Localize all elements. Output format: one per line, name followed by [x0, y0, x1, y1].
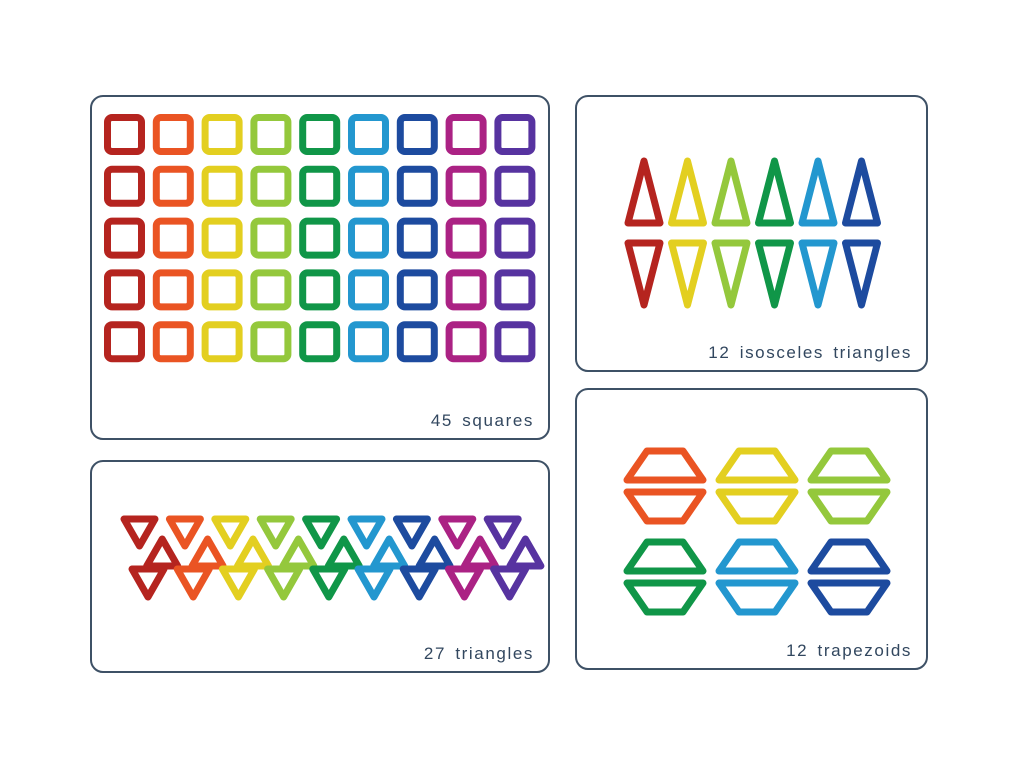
- squares-grid-graphic: [104, 114, 536, 363]
- squares-count-label: 45 squares: [430, 411, 534, 430]
- trapezoids-graphic: [623, 447, 891, 616]
- panel-squares: 45 squares: [90, 95, 550, 440]
- panel-trapezoids: 12 trapezoids: [575, 388, 928, 670]
- triangles-count-label: 27 triangles: [423, 644, 534, 663]
- trapezoids-count-label: 12 trapezoids: [786, 641, 912, 660]
- isosceles-count-label: 12 isosceles triangles: [708, 343, 912, 362]
- triangles-strip-graphic: [120, 515, 545, 601]
- panel-isosceles-triangles: 12 isosceles triangles: [575, 95, 928, 372]
- isosceles-triangles-graphic: [624, 157, 881, 309]
- panel-triangles: 27 triangles: [90, 460, 550, 673]
